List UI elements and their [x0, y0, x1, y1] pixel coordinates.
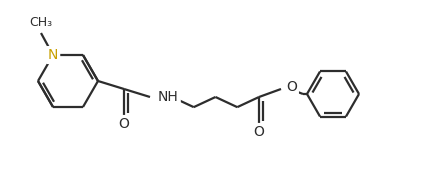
Text: O: O: [254, 125, 265, 139]
Text: N: N: [48, 48, 58, 62]
Text: CH₃: CH₃: [30, 16, 53, 29]
Text: NH: NH: [158, 90, 179, 104]
Text: O: O: [286, 80, 297, 94]
Text: O: O: [119, 117, 130, 131]
